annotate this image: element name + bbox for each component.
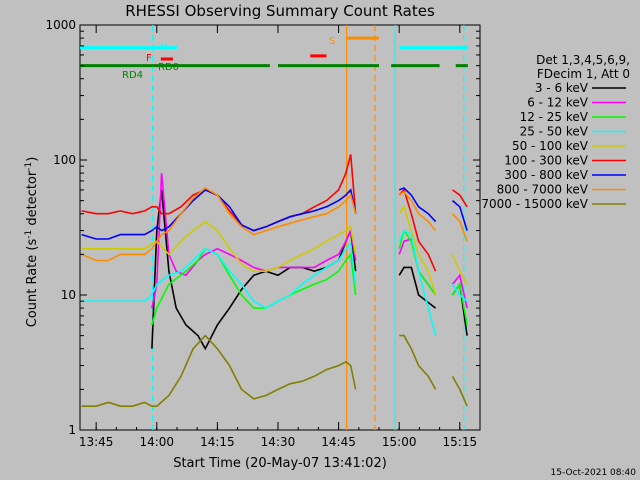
legend-label-4: 50 - 100 keV	[512, 139, 589, 153]
legend-label-6: 300 - 800 keV	[504, 168, 588, 182]
x-tick-label-4: 14:45	[321, 435, 356, 449]
chart-title: RHESSI Observing Summary Count Rates	[125, 2, 435, 20]
legend-header-2: FDecim 1, Att 0	[537, 67, 630, 81]
y-tick-label-1: 10	[61, 288, 76, 302]
legend-label-8: 7000 - 15000 keV	[481, 197, 588, 211]
x-tick-label-5: 15:00	[382, 435, 417, 449]
flag-label-2: RD0	[158, 62, 179, 73]
y-axis-label: Count Rate (s-1 detector-1)	[24, 157, 40, 328]
series-line-7	[81, 187, 468, 262]
x-axis-label: Start Time (20-May-07 13:41:02)	[173, 456, 387, 471]
timestamp-label: 15-Oct-2021 08:40	[551, 468, 637, 478]
legend-label-7: 800 - 7000 keV	[497, 183, 589, 197]
legend-label-0: 3 - 6 keV	[535, 81, 589, 95]
series-line-3	[81, 229, 468, 336]
plot-area: NF RD0 RD4 S	[79, 24, 481, 431]
plot-frame	[79, 24, 481, 431]
y-axis-label-mid: detector	[25, 170, 40, 230]
legend: Det 1,3,4,5,6,9, FDecim 1, Att 0 3 - 6 k…	[481, 53, 630, 211]
x-tick-label-1: 14:00	[139, 435, 174, 449]
legend-label-3: 25 - 50 keV	[520, 125, 589, 139]
y-tick-label-0: 1	[68, 423, 76, 437]
y-tick-label-2: 100	[53, 153, 76, 167]
x-tick-label-3: 14:30	[261, 435, 296, 449]
x-tick-label-2: 14:15	[200, 435, 235, 449]
series-line-2	[151, 228, 468, 326]
flag-label-0: N	[160, 42, 167, 53]
legend-header-1: Det 1,3,4,5,6,9,	[536, 53, 630, 67]
legend-label-1: 6 - 12 keV	[527, 96, 589, 110]
x-tick-label-0: 13:45	[79, 435, 114, 449]
y-axis-label-sup2: -1	[24, 162, 34, 171]
legend-label-5: 100 - 300 keV	[504, 154, 588, 168]
series-line-4	[81, 204, 468, 296]
flag-label-5: S	[329, 36, 335, 47]
x-tick-label-6: 15:15	[443, 435, 478, 449]
flag-label-1: F	[146, 53, 152, 64]
y-tick-label-3: 1000	[45, 18, 76, 32]
y-axis-label-main: Count Rate (s	[25, 239, 40, 328]
flag-label-3: RD4	[122, 70, 143, 81]
series-line-8	[81, 334, 468, 407]
y-axis-label-end: )	[25, 157, 40, 162]
legend-label-2: 12 - 25 keV	[520, 110, 589, 124]
y-axis-label-sup1: -1	[24, 230, 34, 239]
